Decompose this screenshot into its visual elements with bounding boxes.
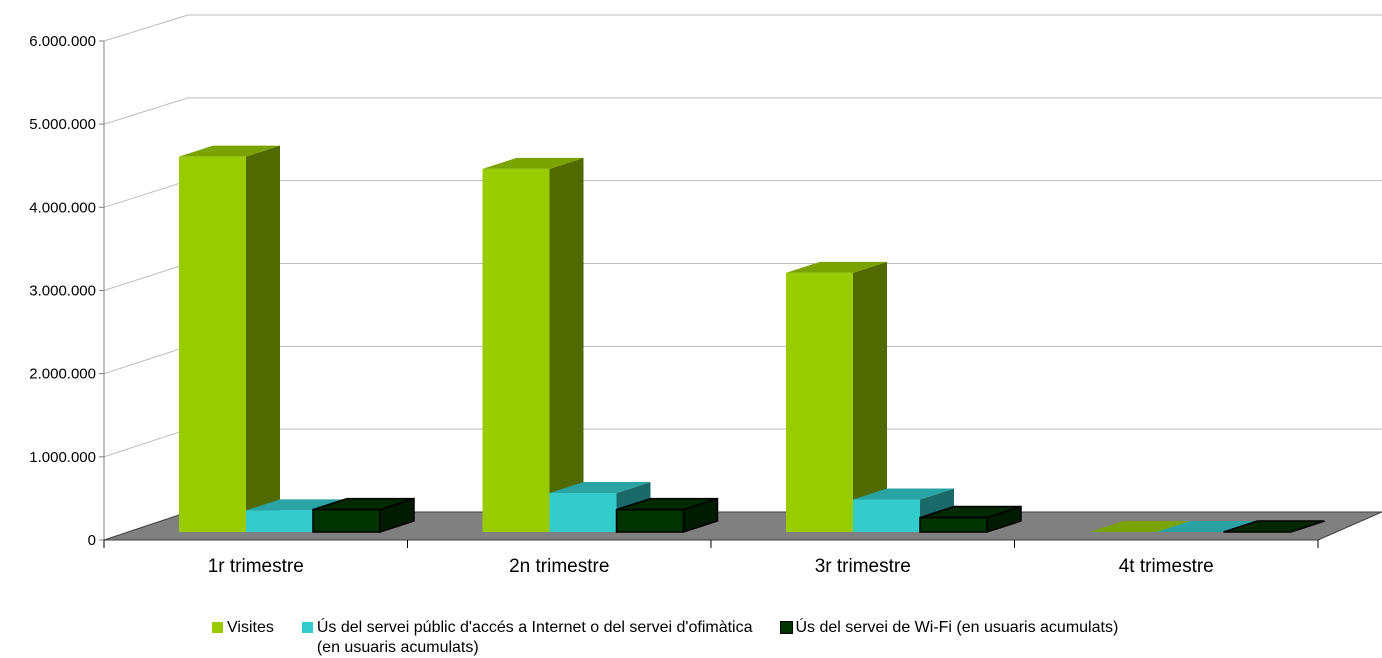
bar-front: [482, 168, 550, 533]
x-category-label: 4t trimestre: [1119, 556, 1214, 577]
bar-front: [312, 508, 381, 533]
y-tick-label: 4.000.000: [29, 199, 96, 216]
gridline-side: [103, 14, 189, 42]
bar-front: [853, 499, 920, 532]
bar-front: [549, 493, 617, 532]
y-tick-label: 2.000.000: [29, 366, 96, 383]
chart-plot-area: 0 1.000.000 2.000.000 3.000.000 4.000.000 5.0…: [29, 14, 1382, 577]
bar-side: [549, 157, 584, 533]
bar-top: [1089, 521, 1191, 532]
bar-front: [246, 510, 313, 532]
bar-side: [246, 145, 280, 532]
x-category-label: 1r trimestre: [208, 556, 304, 577]
bar-front: [179, 156, 246, 532]
legend-label-visites: Visites: [227, 619, 274, 636]
bar-top: [549, 482, 651, 494]
legend-item-wifi: Ús del servei de Wi-Fi (en usuaris acumu…: [779, 618, 1119, 638]
bar-top: [1156, 521, 1258, 532]
y-tick-label: 5.000.000: [29, 116, 96, 133]
y-tick-label: 0: [88, 532, 96, 549]
legend-swatch-visites: [212, 622, 223, 633]
y-tick-label: 1.000.000: [29, 449, 96, 466]
chart-floor: [103, 511, 1382, 541]
bar-top: [482, 157, 584, 169]
legend-swatch-wifi: [779, 621, 793, 634]
x-category-label: 2n trimestre: [509, 556, 609, 577]
bar-front: [786, 272, 853, 532]
bar-top: [786, 261, 887, 273]
gridline-side: [103, 428, 189, 458]
legend-label-internet: Ús del servei públic d'accés a Internet …: [316, 619, 753, 656]
legend-swatch-internet: [301, 622, 313, 633]
gridline-side: [103, 345, 189, 375]
bar-top: [179, 145, 280, 157]
legend-item-internet: Ús del servei públic d'accés a Internet …: [301, 618, 753, 658]
gridline-side: [103, 263, 189, 291]
bar-front: [919, 516, 988, 533]
gridline-side: [103, 97, 189, 125]
y-tick-label: 3.000.000: [29, 283, 96, 300]
bar-front: [615, 508, 685, 533]
chart-legend: Visites Ús del servei públic d'accés a I…: [212, 618, 1146, 658]
gridline-side: [103, 180, 189, 208]
bar-top: [1223, 520, 1325, 533]
x-category-label: 3r trimestre: [815, 556, 911, 577]
bar-top: [246, 499, 347, 511]
y-tick-label: 6.000.000: [29, 33, 96, 50]
legend-item-visites: Visites: [212, 618, 274, 638]
bar-top: [853, 488, 954, 500]
legend-label-wifi: Ús del servei de Wi-Fi (en usuaris acumu…: [795, 619, 1119, 636]
bar-side: [853, 261, 887, 532]
